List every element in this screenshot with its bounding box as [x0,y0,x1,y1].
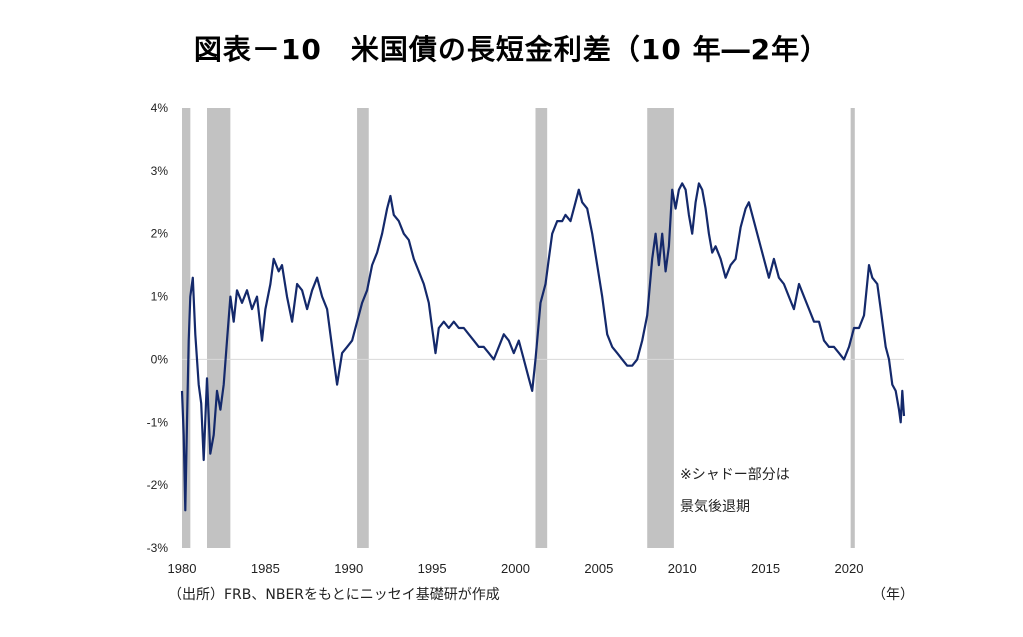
note-line-2: 景気後退期 [680,499,750,515]
y-tick-label: -3% [147,541,169,555]
chart-title: 図表－10 米国債の長短金利差（10 年―2年） [193,33,830,66]
recession-band [207,108,231,548]
recession-band [647,108,674,548]
y-tick-label: -1% [147,415,169,429]
spread-series-line [180,182,906,512]
y-axis-tick-labels: 4% 3% 2% 1% 0% -1% -2% -3% [147,101,169,555]
y-tick-label: 4% [151,101,169,115]
x-tick-label: 1995 [418,561,447,576]
recession-band [357,108,369,548]
x-tick-label: 2010 [668,561,697,576]
x-tick-label: 2005 [584,561,613,576]
x-tick-label: 2015 [751,561,780,576]
x-tick-label: 2020 [835,561,864,576]
y-tick-label: 0% [151,352,169,366]
recession-band [182,108,191,548]
source-note: （出所）FRB、NBERをもとにニッセイ基礎研が作成 [168,587,500,603]
recession-band [535,108,548,548]
y-tick-label: 2% [151,227,169,241]
x-axis-unit-label: （年） [872,587,914,603]
recession-note: ※シャドー部分は 景気後退期 [680,459,790,523]
x-tick-label: 2000 [501,561,530,576]
note-line-1: ※シャドー部分は [680,467,790,483]
x-axis-tick-labels: 1980 1985 1990 1995 2000 2005 2010 2015 2020 [168,561,864,576]
y-tick-label: 1% [151,290,169,304]
x-tick-label: 1985 [251,561,280,576]
x-tick-label: 1990 [334,561,363,576]
y-tick-label: 3% [151,164,169,178]
x-tick-label: 1980 [168,561,197,576]
recession-band [850,108,855,548]
y-tick-label: -2% [147,478,169,492]
